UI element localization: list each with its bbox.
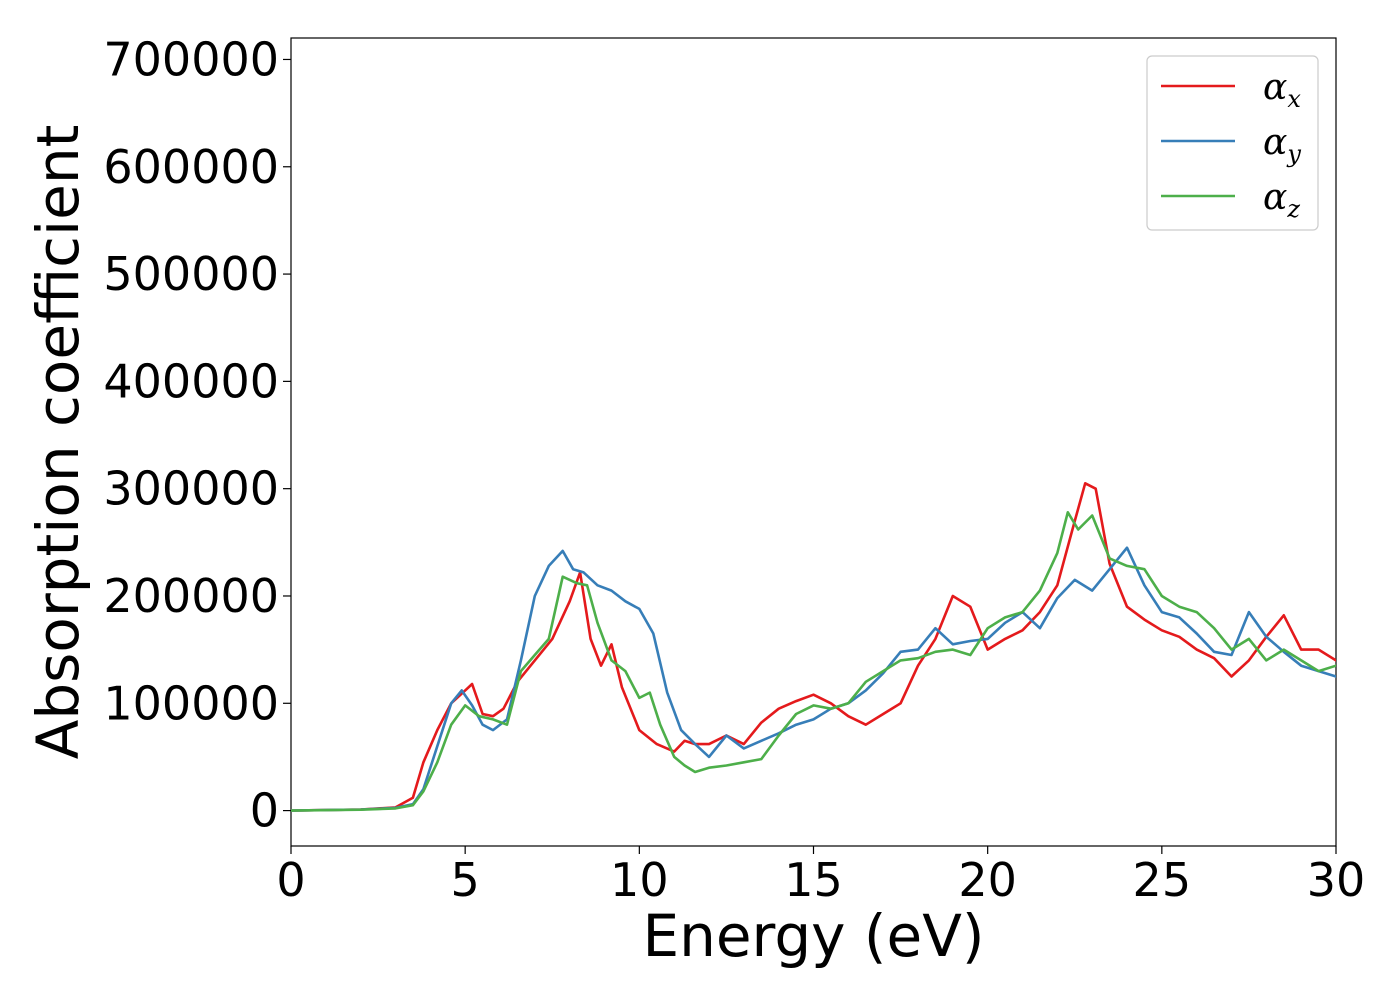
x-tick-label: 0 bbox=[276, 853, 305, 907]
x-tick-label: 25 bbox=[1133, 853, 1192, 907]
y-tick-label: 100000 bbox=[103, 676, 279, 730]
legend-label-x: αx bbox=[1263, 67, 1301, 113]
x-tick-label: 30 bbox=[1307, 853, 1366, 907]
y-axis: 0 100000 200000 300000 400000 500000 600000 700… bbox=[103, 32, 291, 838]
y-tick-label: 500000 bbox=[103, 247, 279, 301]
y-tick-label: 0 bbox=[250, 784, 279, 838]
series-layer bbox=[291, 482, 1336, 812]
y-tick-label: 300000 bbox=[103, 462, 279, 516]
x-tick-label: 20 bbox=[958, 853, 1017, 907]
legend-label-main: α bbox=[1263, 67, 1287, 108]
y-tick-label: 700000 bbox=[103, 32, 279, 86]
y-axis-title: Absorption coefficient bbox=[24, 125, 92, 760]
x-tick-label: 15 bbox=[784, 853, 843, 907]
x-axis: 0 5 10 15 20 25 30 bbox=[276, 846, 1365, 907]
legend-box bbox=[1146, 55, 1319, 231]
x-tick-label: 5 bbox=[451, 853, 480, 907]
x-tick-label: 10 bbox=[610, 853, 669, 907]
y-tick-label: 600000 bbox=[103, 140, 279, 194]
legend-label-z: αz bbox=[1263, 177, 1300, 223]
legend-label-subscript: x bbox=[1287, 85, 1301, 113]
x-axis-title: Energy (eV) bbox=[642, 902, 984, 970]
series-line-z bbox=[291, 510, 1336, 812]
y-tick-label: 400000 bbox=[103, 354, 279, 408]
legend-label-subscript: y bbox=[1286, 140, 1301, 168]
legend-label-main: α bbox=[1263, 177, 1287, 218]
series-line-x bbox=[291, 482, 1336, 812]
legend-label-subscript: z bbox=[1286, 195, 1300, 223]
series-line-y bbox=[291, 546, 1336, 812]
legend-label-main: α bbox=[1263, 122, 1287, 163]
y-tick-label: 200000 bbox=[103, 569, 279, 623]
legend-label-y: αy bbox=[1263, 122, 1301, 168]
